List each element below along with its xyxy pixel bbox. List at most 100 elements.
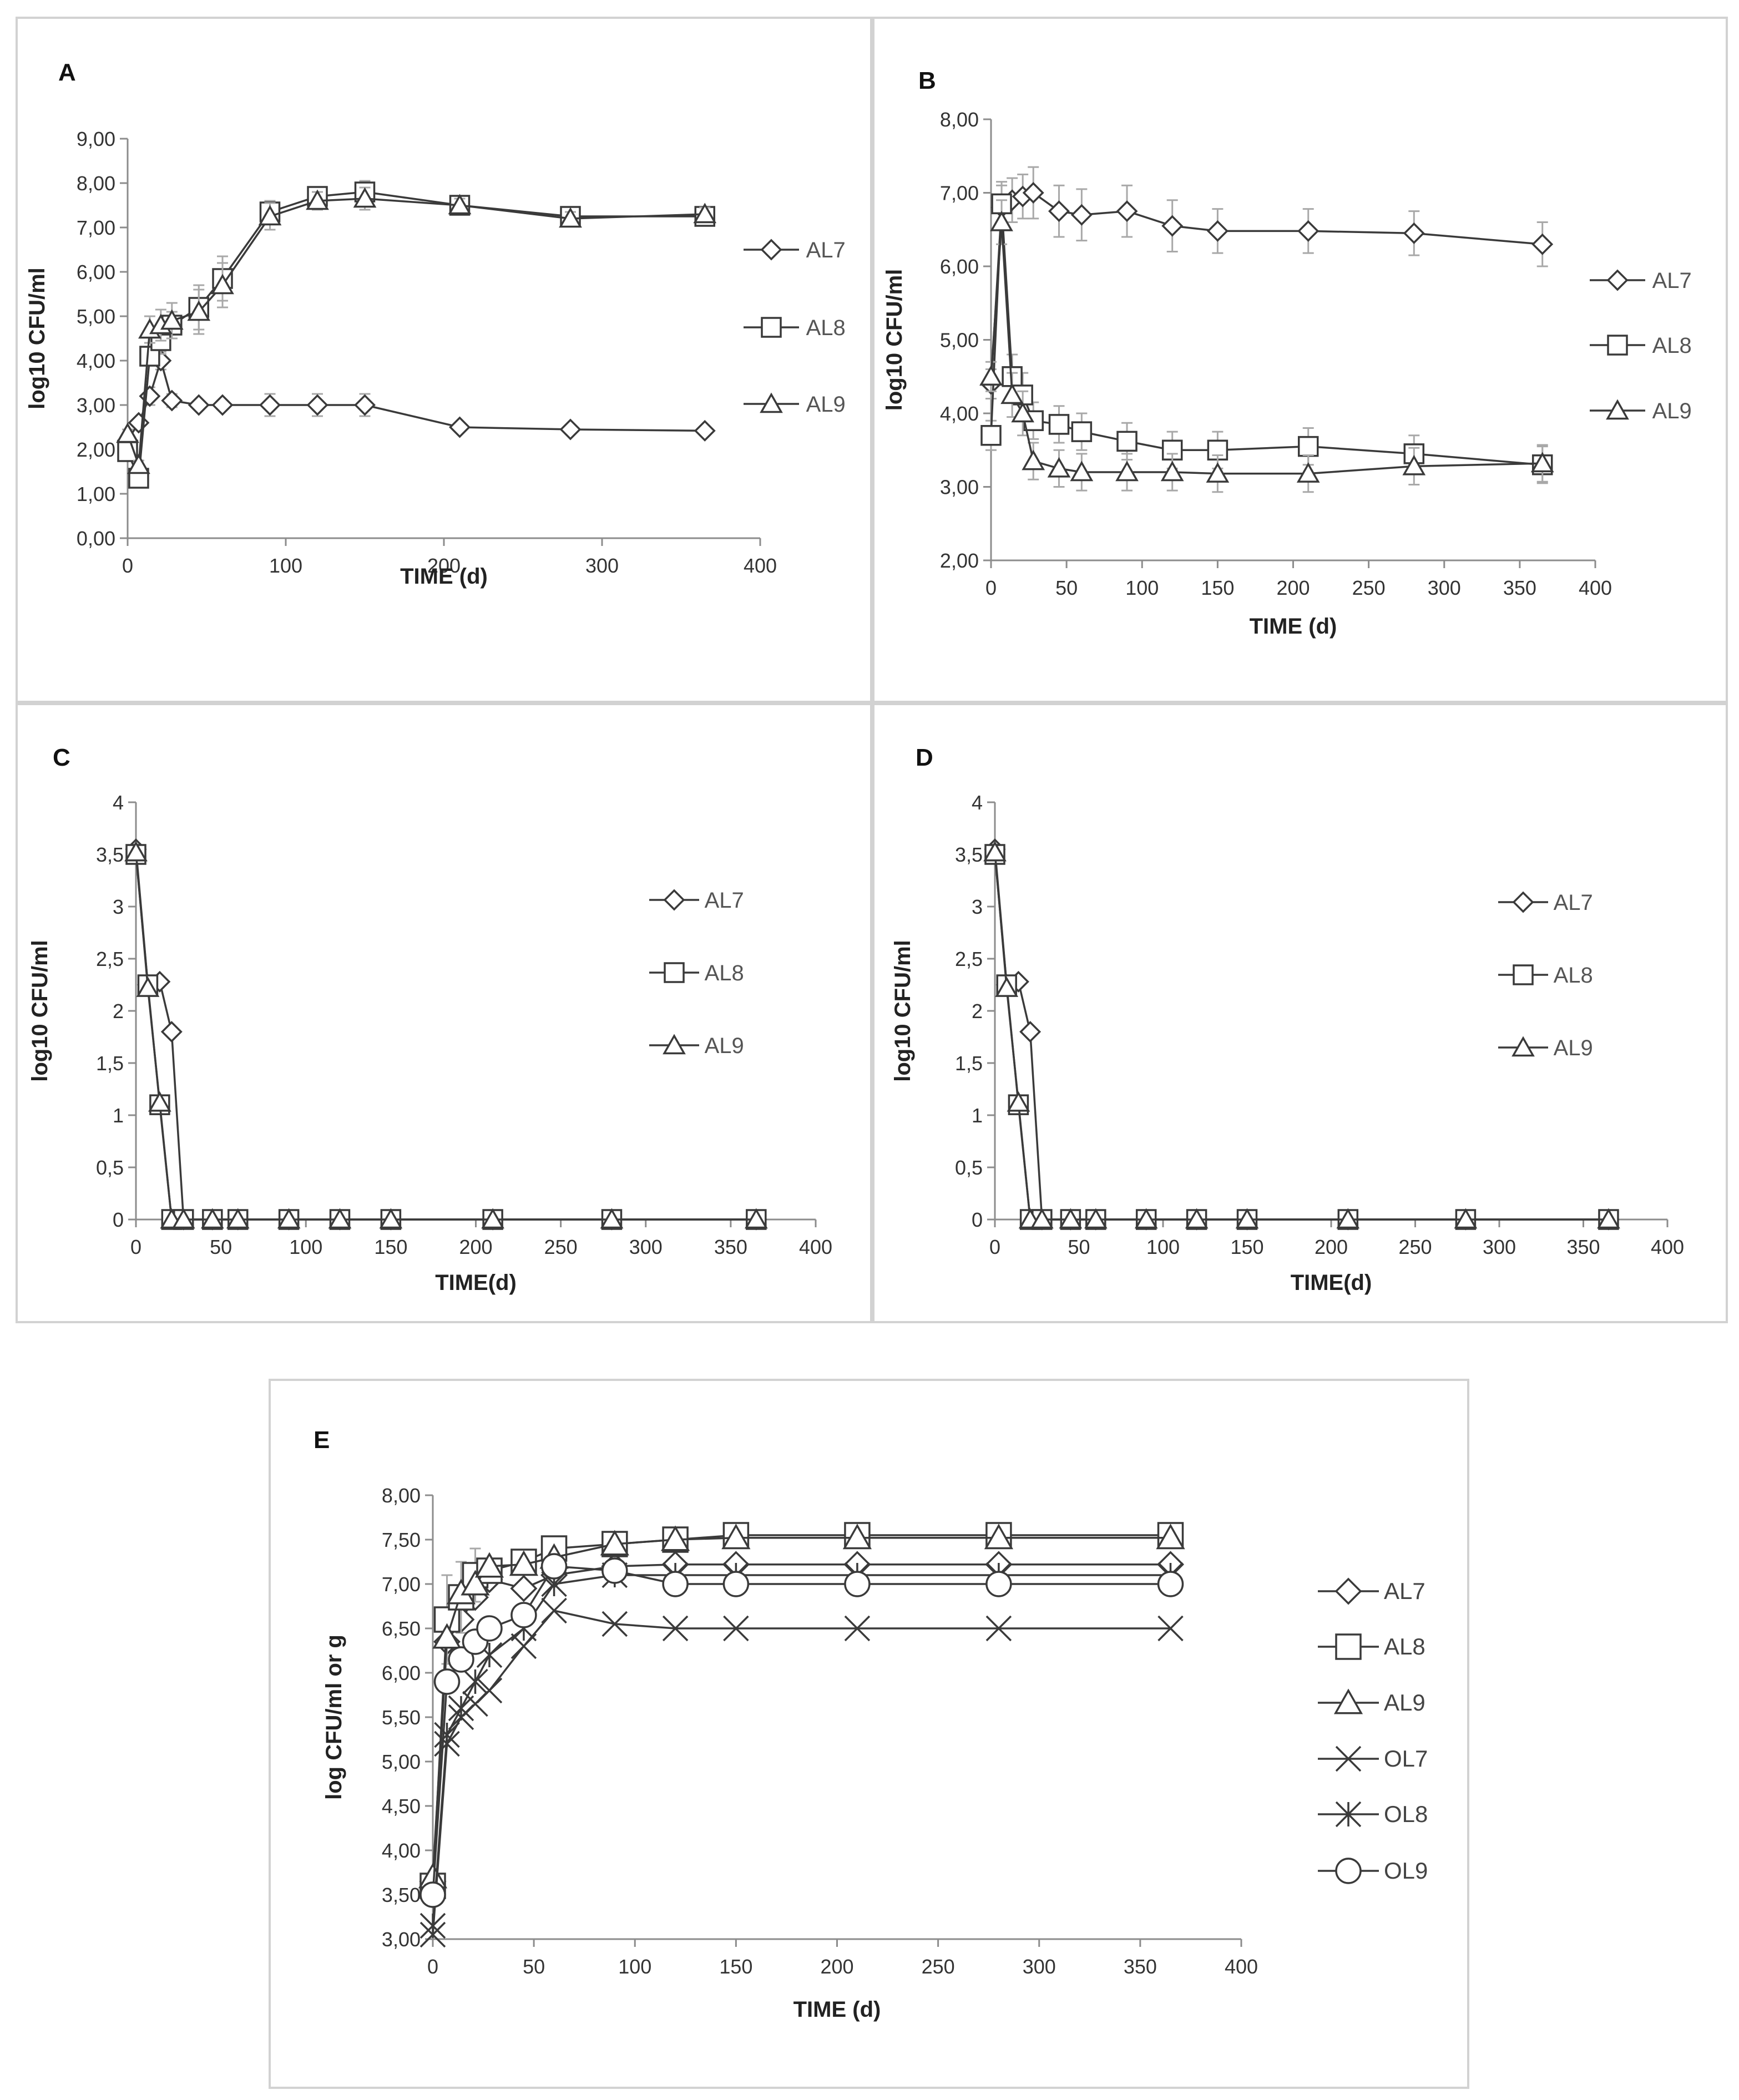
data-point <box>995 976 1019 997</box>
data-point <box>1402 454 1426 475</box>
legend-marker <box>1513 964 1534 985</box>
x-tick-label: 250 <box>1352 576 1386 599</box>
y-tick-label: 2 <box>113 1000 124 1023</box>
series-line <box>432 1534 1171 1886</box>
data-point <box>1185 1208 1209 1229</box>
data-point <box>541 1597 567 1624</box>
y-tick-label: 0,00 <box>77 527 115 550</box>
y-tick-label: 0,5 <box>96 1156 124 1179</box>
data-point <box>1116 431 1138 452</box>
legend-entry-al9: AL9 <box>1318 1688 1425 1716</box>
y-tick-label: 1,5 <box>955 1052 983 1075</box>
y-tick-label: 3,00 <box>77 394 115 417</box>
x-tick-label: 0 <box>130 1236 141 1258</box>
x-tick-label: 50 <box>1068 1236 1090 1258</box>
legend-marker <box>663 889 685 911</box>
x-tick-label: 250 <box>922 1955 955 1978</box>
chart-panel-b: B 2,00 3,00 4,00 5,00 6,00 7,00 8,00 0 50 100 150 20… <box>882 67 1692 639</box>
data-point <box>844 1571 871 1597</box>
data-point <box>433 1668 461 1695</box>
y-tick-label: 8,00 <box>382 1484 421 1507</box>
series-line <box>432 1563 1171 1882</box>
panel-letter-a: A <box>58 59 76 86</box>
y-tick-label: 7,00 <box>940 182 979 205</box>
y-tick-label: 3 <box>972 895 983 918</box>
y-tick-label: 1 <box>972 1104 983 1127</box>
data-point <box>328 1208 352 1229</box>
data-point <box>1156 1524 1185 1550</box>
data-point <box>1116 200 1138 222</box>
data-point <box>1530 452 1554 473</box>
data-point <box>984 1524 1014 1550</box>
legend-entry-al9: AL9 <box>1590 399 1692 423</box>
legend-marker <box>1334 1577 1362 1605</box>
y-tick-label: 6,00 <box>382 1662 421 1684</box>
data-point <box>510 1602 537 1628</box>
data-point <box>694 419 716 442</box>
legend-label: AL7 <box>806 238 846 262</box>
x-tick-label: 50 <box>210 1236 232 1258</box>
panel-letter-d: D <box>916 744 933 771</box>
data-point <box>662 1615 689 1642</box>
data-point <box>432 1623 462 1649</box>
data-point <box>693 203 717 224</box>
y-tick-label: 2,5 <box>96 948 124 970</box>
data-point <box>842 1524 872 1550</box>
data-point <box>1161 215 1184 237</box>
y-tick-label: 0,5 <box>955 1156 983 1179</box>
legend-marker <box>1606 399 1629 420</box>
data-point <box>1206 220 1229 242</box>
series-al8 <box>117 180 715 489</box>
series-line <box>994 852 1609 1221</box>
data-point <box>1297 436 1319 457</box>
legend-label: OL8 <box>1384 1801 1428 1827</box>
data-point <box>1296 462 1320 483</box>
data-point <box>476 1677 503 1704</box>
data-point <box>1007 1091 1030 1112</box>
legend-entry-al9: AL9 <box>1498 1036 1593 1060</box>
y-tick-label: 6,00 <box>77 261 115 284</box>
legend-entry-al9: AL9 <box>744 392 846 417</box>
legend-entry-ol8: OL8 <box>1318 1801 1428 1828</box>
x-tick-label: 150 <box>1230 1236 1263 1258</box>
x-axis-label: TIME (d) <box>793 1997 881 2022</box>
data-point <box>160 309 184 330</box>
series-line <box>432 1537 1171 1878</box>
data-point <box>983 841 1007 862</box>
series-line <box>432 1565 1171 1895</box>
data-point <box>985 1571 1012 1597</box>
series-line <box>994 854 1609 1221</box>
x-tick-label: 200 <box>459 1236 492 1258</box>
data-point <box>171 1208 195 1229</box>
data-point <box>723 1615 749 1642</box>
legend-label: AL8 <box>1384 1633 1425 1659</box>
data-point <box>721 1524 751 1550</box>
data-point <box>353 187 377 208</box>
data-point <box>1297 220 1320 242</box>
x-tick-label: 400 <box>1225 1955 1258 1978</box>
y-tick-label: 2,00 <box>77 438 115 461</box>
data-point <box>559 418 582 441</box>
y-tick-label: 3,00 <box>940 476 979 499</box>
chart-panel-e: E 3,00 3,50 4,00 4,50 5,00 5,50 6,00 6,50 7,00 7,5… <box>314 1426 1428 2022</box>
x-tick-label: 300 <box>585 554 619 577</box>
data-point <box>448 1646 474 1673</box>
data-point <box>1011 402 1035 423</box>
data-point <box>1084 1208 1108 1229</box>
x-tick-label: 100 <box>269 554 302 577</box>
y-tick-label: 3,5 <box>955 843 983 866</box>
y-axis-label: log10 CFU/ml <box>28 940 52 1082</box>
series-al9 <box>979 199 1554 493</box>
y-tick-label: 4 <box>972 791 983 814</box>
x-tick-label: 350 <box>1503 576 1536 599</box>
x-tick-label: 300 <box>629 1236 663 1258</box>
x-axis-label: TIME(d) <box>435 1271 517 1295</box>
series-line <box>990 191 1543 384</box>
x-tick-label: 400 <box>1651 1236 1684 1258</box>
data-point <box>1048 414 1070 435</box>
x-tick-label: 200 <box>427 554 461 577</box>
series-line <box>432 1610 1171 1935</box>
x-tick-label: 400 <box>799 1236 832 1258</box>
data-point <box>1070 204 1093 226</box>
series-ol9 <box>419 1553 1184 1908</box>
